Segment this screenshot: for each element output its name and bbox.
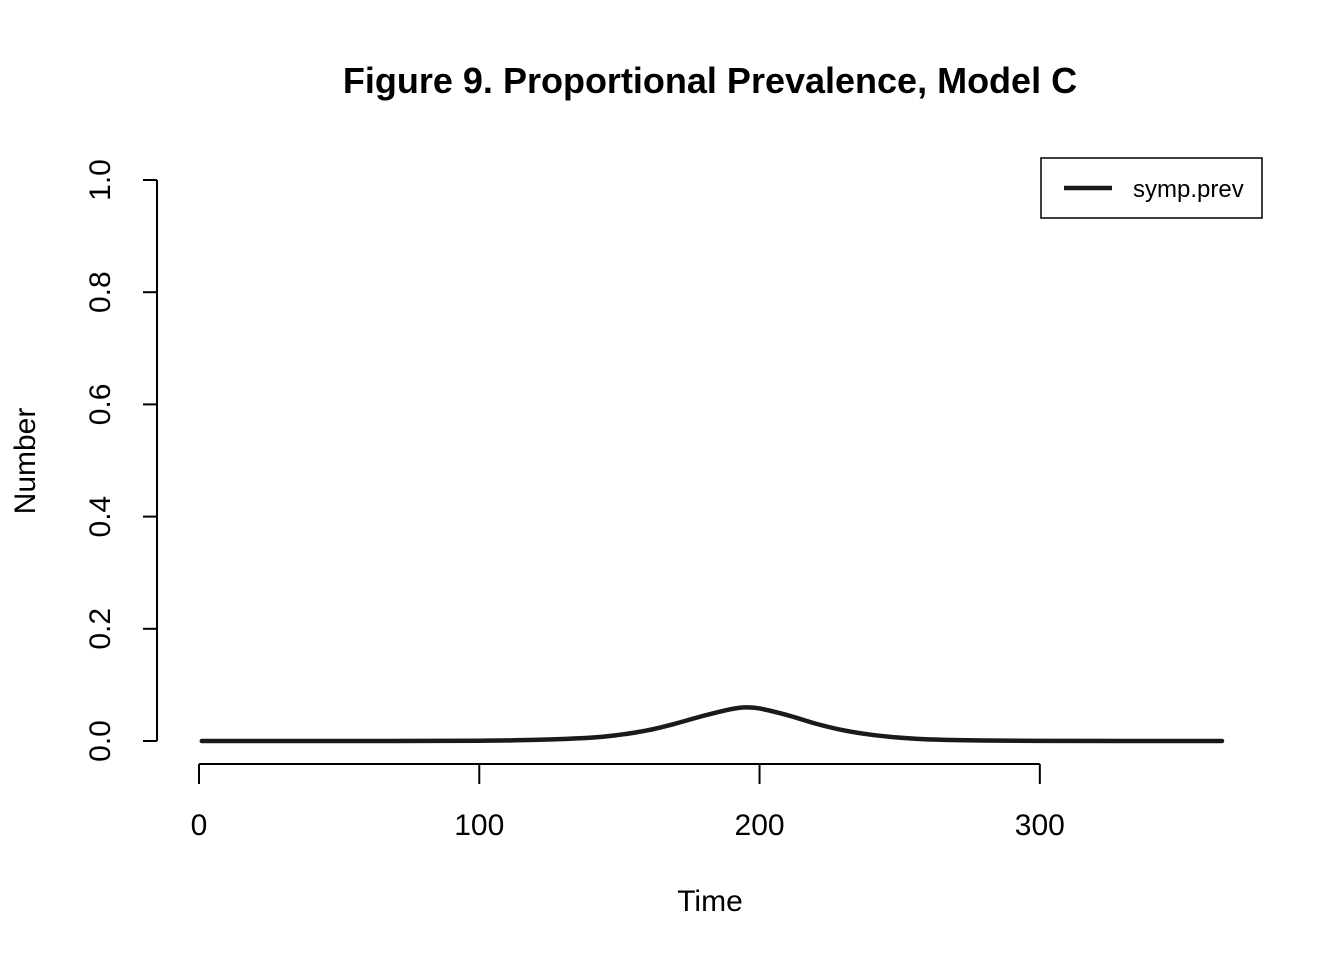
x-tick-label: 100 bbox=[454, 809, 504, 842]
x-tick-label: 200 bbox=[735, 809, 785, 842]
y-tick-label: 0.8 bbox=[84, 271, 117, 313]
y-axis: 0.0 0.2 0.4 0.6 0.8 1.0 bbox=[84, 159, 158, 762]
y-tick-label: 0.4 bbox=[84, 496, 117, 538]
x-axis-label: Time bbox=[677, 885, 743, 918]
y-tick-label: 1.0 bbox=[84, 159, 117, 201]
x-axis: 0 100 200 300 bbox=[191, 763, 1065, 842]
y-tick-label: 0.2 bbox=[84, 608, 117, 650]
x-tick-label: 300 bbox=[1015, 809, 1065, 842]
y-axis-label: Number bbox=[9, 408, 42, 515]
chart-title: Figure 9. Proportional Prevalence, Model… bbox=[343, 60, 1077, 101]
y-tick-label: 0.0 bbox=[84, 720, 117, 762]
y-tick-label: 0.6 bbox=[84, 384, 117, 426]
series-line-symp-prev bbox=[199, 705, 1225, 744]
x-tick-label: 0 bbox=[191, 809, 208, 842]
legend-label: symp.prev bbox=[1133, 176, 1244, 203]
series-group bbox=[199, 705, 1225, 744]
legend: symp.prev bbox=[1040, 157, 1263, 219]
